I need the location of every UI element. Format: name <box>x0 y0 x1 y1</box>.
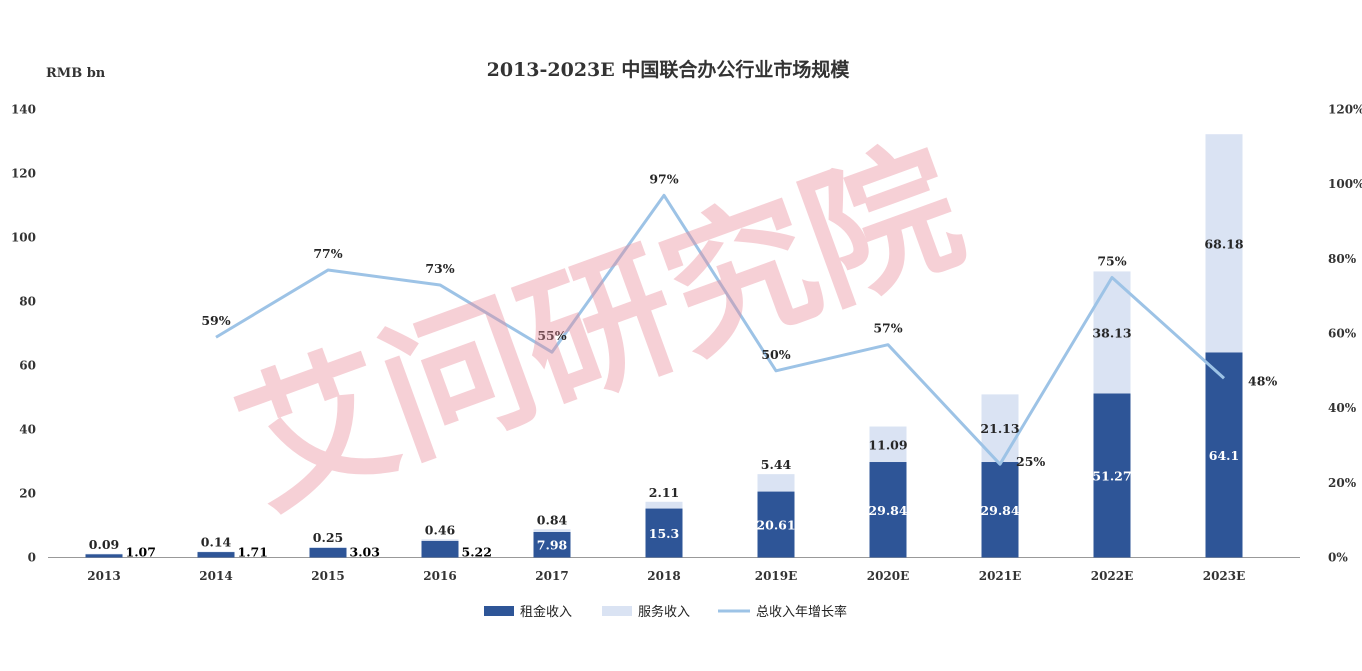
y-tick-label: 40 <box>19 423 36 437</box>
data-label-service: 0.09 <box>89 537 119 552</box>
bar-rent <box>421 540 459 558</box>
y-tick-label: 60 <box>19 359 36 373</box>
data-label-growth: 57% <box>873 321 902 336</box>
data-label-rent: 20.61 <box>756 518 795 533</box>
data-label-service: 0.46 <box>425 522 456 537</box>
data-label-growth: 25% <box>1016 454 1045 469</box>
data-label-growth: 50% <box>761 347 790 362</box>
bar-service <box>197 551 235 553</box>
growth-line <box>215 193 1226 466</box>
bar-rent <box>1093 393 1131 558</box>
data-label-service: 2.11 <box>649 485 679 500</box>
x-tick-label: 2019E <box>755 569 798 583</box>
x-tick-label: 2021E <box>979 569 1022 583</box>
bar-service <box>1093 271 1131 394</box>
y-tick-label: 100 <box>11 231 36 245</box>
bar-rent <box>1205 352 1243 558</box>
data-label-rent: 64.1 <box>1209 448 1239 463</box>
y2-tick-label: 120% <box>1328 103 1362 117</box>
y-axis-right: 0% 20% 40% 60% 80% 100% 120% <box>1328 103 1362 565</box>
data-label-service: 0.84 <box>537 512 568 527</box>
legend-swatch-rent <box>484 606 514 616</box>
legend: 租金收入 服务收入 总收入年增长率 <box>484 604 847 620</box>
y-tick-label: 20 <box>19 487 36 501</box>
x-tick-label: 2017 <box>535 569 568 583</box>
data-label-rent: 1.07 <box>126 545 156 560</box>
data-label-growth: 75% <box>1097 254 1126 269</box>
x-tick-label: 2022E <box>1091 569 1134 583</box>
data-label-service: 11.09 <box>868 437 907 452</box>
data-label-growth: 48% <box>1248 373 1277 388</box>
data-label-service: 68.18 <box>1204 236 1243 251</box>
y-tick-label: 140 <box>11 103 36 117</box>
data-label-rent: 29.84 <box>980 503 1019 518</box>
data-label-growth: 73% <box>425 261 454 276</box>
data-label-rent: 3.03 <box>350 545 380 560</box>
bar-service <box>1205 134 1243 353</box>
data-label-service: 5.44 <box>761 457 792 472</box>
x-tick-label: 2015 <box>311 569 344 583</box>
y-tick-label: 80 <box>19 295 36 309</box>
y-axis-unit: RMB bn <box>46 66 106 81</box>
data-label-rent: 29.84 <box>868 503 907 518</box>
growth-line-path <box>215 193 1226 466</box>
bar-service <box>421 539 459 541</box>
bar-service <box>645 501 683 509</box>
chart-title: 2013-2023E 中国联合办公行业市场规模 <box>487 58 851 81</box>
bar-rent <box>309 547 347 558</box>
x-tick-label: 2016 <box>423 569 456 583</box>
y2-tick-label: 40% <box>1328 401 1357 415</box>
bar-rent <box>869 462 907 558</box>
data-label-growth: 77% <box>313 246 342 261</box>
data-label-rent: 15.3 <box>649 526 679 541</box>
legend-label-service: 服务收入 <box>638 604 690 620</box>
data-labels: 1.07 0.09 1.71 0.14 3.03 0.25 5.22 0.46 7.98 0.84… <box>89 171 1278 559</box>
x-tick-label: 2014 <box>199 569 232 583</box>
bar-rent <box>981 462 1019 558</box>
bar-service <box>533 529 571 532</box>
y-tick-label: 120 <box>11 167 36 181</box>
x-tick-label: 2018 <box>647 569 680 583</box>
data-label-growth: 59% <box>201 313 230 328</box>
y-axis-left: 0 20 40 60 80 100 120 140 <box>11 103 36 565</box>
y2-tick-label: 0% <box>1328 551 1348 565</box>
x-tick-label: 2013 <box>87 569 120 583</box>
y2-tick-label: 20% <box>1328 476 1357 490</box>
legend-swatch-service <box>602 606 632 616</box>
bar-service <box>85 553 123 555</box>
y2-tick-label: 100% <box>1328 177 1362 191</box>
y2-tick-label: 80% <box>1328 252 1357 266</box>
data-label-service: 38.13 <box>1092 325 1131 340</box>
legend-label-rent: 租金收入 <box>520 604 572 620</box>
data-label-service: 0.14 <box>201 535 232 550</box>
watermark: 艾问研究院 <box>218 119 982 539</box>
x-tick-label: 2020E <box>867 569 910 583</box>
bar-service <box>309 547 347 548</box>
y-tick-label: 0 <box>28 551 36 565</box>
bar-rent <box>85 554 123 558</box>
data-label-service: 21.13 <box>980 421 1019 436</box>
data-label-rent: 51.27 <box>1092 468 1131 483</box>
x-axis: 2013 2014 2015 2016 2017 2018 2019E 2020E 2021E 2… <box>87 569 1245 583</box>
bar-service <box>757 474 795 492</box>
x-tick-label: 2023E <box>1203 569 1246 583</box>
data-label-service: 0.25 <box>313 530 343 545</box>
data-label-rent: 5.22 <box>462 545 492 560</box>
bar-rent <box>645 508 683 558</box>
data-label-growth: 97% <box>649 171 678 186</box>
bar-rent <box>197 552 235 558</box>
bar-service <box>869 426 907 463</box>
bars <box>85 134 1243 558</box>
data-label-rent: 7.98 <box>537 538 568 553</box>
bar-rent <box>757 491 795 558</box>
bar-rent <box>533 531 571 558</box>
data-label-rent: 1.71 <box>238 545 268 560</box>
data-label-growth: 55% <box>537 328 566 343</box>
y2-tick-label: 60% <box>1328 327 1357 341</box>
legend-label-growth: 总收入年增长率 <box>756 604 847 620</box>
